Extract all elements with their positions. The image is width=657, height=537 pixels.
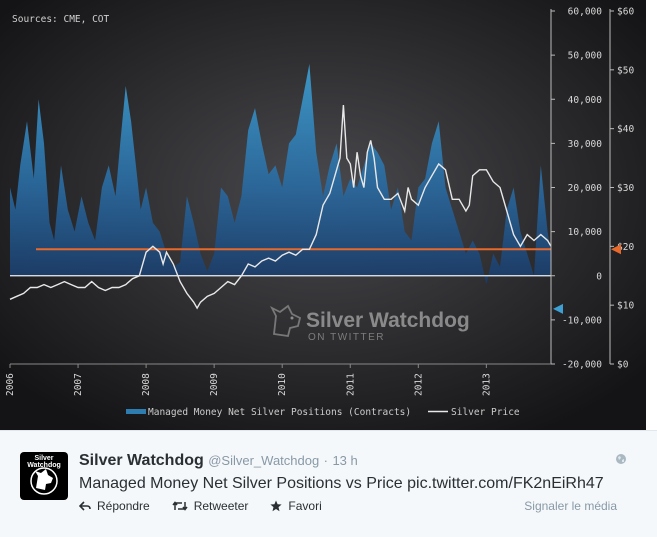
left-tick-label: 50,000 [568,51,603,62]
chart-panel: 60,000 50,000 40,000 30,000 20,000 10,000 0 -10… [0,0,646,430]
display-name[interactable]: Silver Watchdog [79,452,204,469]
legend-label-price: Silver Price [451,407,520,418]
x-tick-label: 2007 [73,373,84,396]
right-tick-label: $40 [617,124,634,135]
tweet-header: Silver Watchdog @Silver_Watchdog · 13 h [79,452,358,470]
watermark-title: Silver Watchdog [306,309,470,332]
left-tick-label: -20,000 [562,360,602,371]
tweet-card: Silver Watchdog Silver Watchdog @Silver_… [0,430,657,537]
watermark-subtitle: ON TWITTER [308,332,385,343]
reply-icon [79,501,91,511]
right-tick-label: $10 [617,301,634,312]
price-line [9,105,552,310]
favorite-label: Favori [288,499,322,513]
avatar[interactable]: Silver Watchdog [20,452,68,500]
right-tick-label: $60 [617,7,634,18]
left-tick-label: 30,000 [568,139,603,150]
dog-logo-icon [269,304,302,338]
retweet-label: Retweeter [193,499,249,513]
avatar-label: Silver Watchdog [27,455,61,469]
source-note: Sources: CME, COT [12,14,110,25]
x-tick-label: 2010 [277,373,288,396]
watermark: Silver Watchdog ON TWITTER [269,304,470,343]
left-tick-label: 10,000 [568,227,603,238]
silver-chart: 60,000 50,000 40,000 30,000 20,000 10,000 0 -10… [0,0,646,430]
right-tick-label: $20 [617,242,634,253]
x-tick-label: 2012 [413,373,424,396]
x-tick-label: 2009 [209,373,220,396]
right-tick-label: $50 [617,65,634,76]
left-tick-label: -10,000 [562,315,602,326]
legend: Managed Money Net Silver Positions (Cont… [126,407,520,418]
left-tick-label: 40,000 [568,95,603,106]
retweet-button[interactable]: Retweeter [172,499,249,513]
price-ref-marker [611,244,621,255]
report-media-link[interactable]: Signaler le média [524,499,617,513]
retweet-icon [172,501,188,511]
left-tick-label: 20,000 [568,183,603,194]
separator-dot: · [323,453,328,468]
reply-label: Répondre [97,499,150,513]
tweet-actions: Répondre Retweeter Favori [79,499,322,513]
user-handle[interactable]: @Silver_Watchdog [208,453,320,468]
left-tick-label: 60,000 [568,7,603,18]
x-tick-label: 2011 [345,373,356,396]
x-tick-label: 2013 [481,373,492,396]
right-tick-label: $30 [617,183,634,194]
dog-avatar-icon [30,467,58,495]
right-tick-label: $0 [617,360,629,371]
favorite-button[interactable]: Favori [270,499,322,513]
legend-label-positions: Managed Money Net Silver Positions (Cont… [148,407,411,418]
reply-button[interactable]: Répondre [79,499,150,513]
positions-area [10,63,551,285]
legend-swatch-positions [126,409,146,414]
tweet-timestamp[interactable]: 13 h [332,453,358,468]
globe-icon[interactable] [615,453,627,465]
left-tick-label: 0 [596,271,602,282]
star-icon [270,500,283,512]
x-tick-label: 2006 [5,373,16,396]
positions-marker [553,303,563,314]
x-tick-label: 2008 [141,373,152,396]
tweet-text: Managed Money Net Silver Positions vs Pr… [79,475,604,492]
